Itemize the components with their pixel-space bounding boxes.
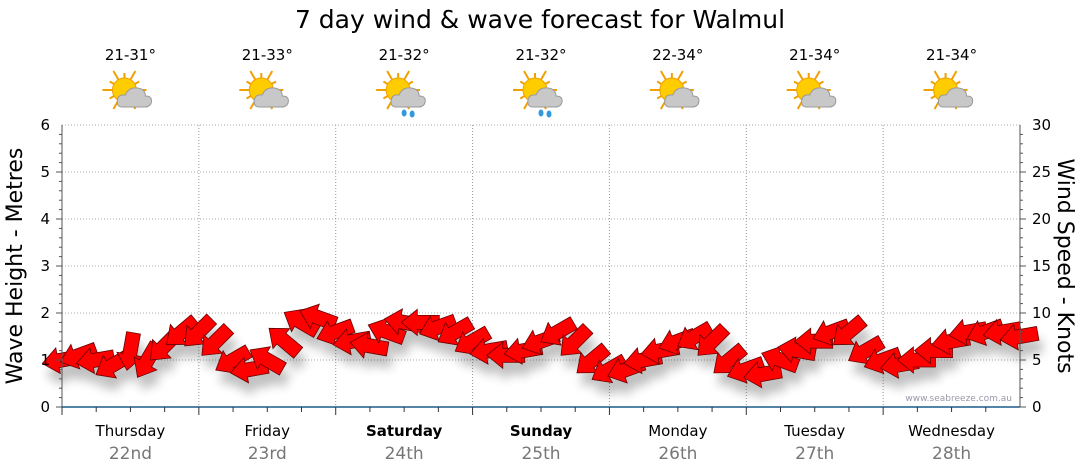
day-label: Monday — [648, 422, 707, 440]
sun-cloud-icon — [786, 70, 837, 110]
wind-arrow — [677, 320, 715, 351]
left-tick-label: 1 — [40, 351, 50, 369]
temperature-range: 21-34° — [926, 46, 977, 64]
sun-cloud-icon — [239, 70, 289, 110]
date-label: 27th — [795, 444, 834, 464]
sun-cloud-icon — [923, 70, 974, 110]
right-tick-label: 25 — [1032, 163, 1051, 181]
left-tick-label: 4 — [40, 210, 50, 228]
wind-arrow — [437, 316, 476, 346]
temperature-range: 21-33° — [242, 46, 293, 64]
date-label: 28th — [932, 444, 971, 464]
wind-arrow — [576, 342, 612, 374]
day-label: Friday — [245, 422, 291, 440]
wind-arrow — [697, 322, 731, 356]
date-label: 23rd — [248, 444, 287, 464]
wind-arrow — [833, 314, 868, 346]
sun-cloud-icon — [649, 70, 700, 110]
wind-arrow — [201, 322, 235, 356]
wind-arrow — [761, 345, 801, 374]
watermark: www.seabreeze.com.au — [905, 394, 1012, 404]
day-label: Wednesday — [908, 422, 995, 440]
temperature-range: 21-34° — [789, 46, 840, 64]
date-label: 25th — [521, 444, 560, 464]
left-tick-label: 6 — [40, 116, 50, 134]
right-tick-label: 5 — [1032, 351, 1042, 369]
day-label: Tuesday — [783, 422, 845, 440]
temperature-range: 21-32° — [379, 46, 430, 64]
left-tick-label: 0 — [40, 398, 50, 416]
right-tick-label: 15 — [1032, 257, 1051, 275]
left-axis-label: Wave Height - Metres — [3, 148, 28, 385]
date-label: 26th — [658, 444, 697, 464]
wind-arrow — [540, 316, 578, 346]
sun-cloud-rain-icon — [513, 70, 563, 118]
wind-arrow — [268, 327, 304, 359]
right-tick-label: 10 — [1032, 304, 1051, 322]
wind-arrow — [812, 318, 852, 347]
wind-arrow — [419, 313, 459, 342]
wind-arrow — [349, 331, 390, 359]
wind-arrow — [848, 334, 886, 365]
right-axis-label: Wind Speed - Knots — [1052, 158, 1077, 373]
wind-arrow — [560, 322, 594, 356]
wind-arrow — [165, 314, 201, 346]
right-tick-label: 0 — [1032, 398, 1042, 416]
right-tick-label: 20 — [1032, 210, 1051, 228]
date-label: 22nd — [109, 444, 152, 464]
date-label: 24th — [385, 444, 424, 464]
day-label: Sunday — [510, 422, 573, 440]
wind-arrow — [316, 318, 356, 347]
sun-cloud-icon — [102, 70, 153, 110]
temperature-range: 21-31° — [105, 46, 156, 64]
chart-title: 7 day wind & wave forecast for Walmul — [295, 5, 785, 34]
wind-arrow — [184, 313, 218, 347]
day-label: Saturday — [366, 422, 443, 440]
day-label: Thursday — [95, 422, 166, 440]
left-tick-label: 2 — [40, 304, 50, 322]
temperature-range: 21-32° — [515, 46, 566, 64]
left-tick-label: 5 — [40, 163, 50, 181]
sun-cloud-rain-icon — [376, 70, 426, 118]
wind-arrow — [367, 317, 407, 346]
right-tick-label: 30 — [1032, 116, 1051, 134]
wind-arrow — [713, 342, 749, 374]
wind-arrow — [75, 346, 116, 375]
temperature-range: 22-34° — [652, 46, 703, 64]
left-tick-label: 3 — [40, 257, 50, 275]
wind-arrow — [249, 346, 287, 376]
